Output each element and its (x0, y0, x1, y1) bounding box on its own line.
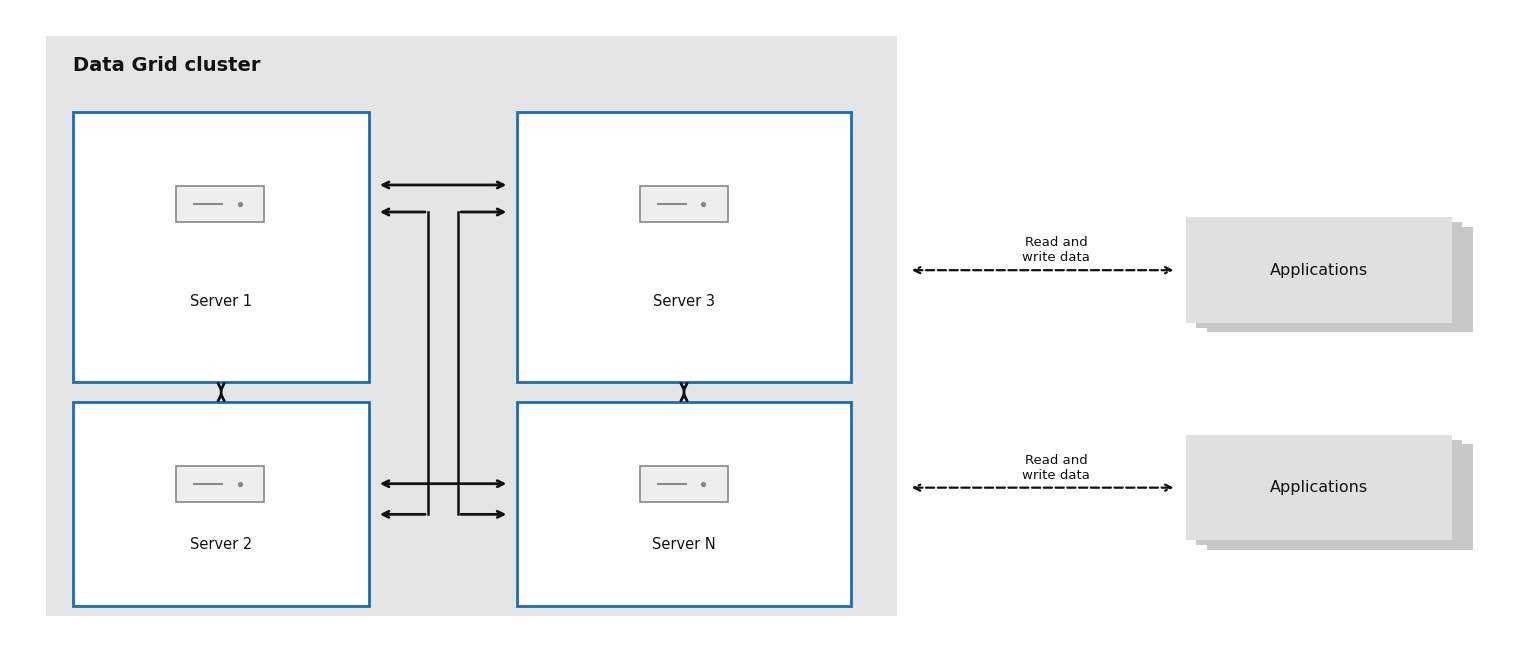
FancyBboxPatch shape (176, 467, 264, 502)
FancyBboxPatch shape (640, 186, 728, 223)
FancyBboxPatch shape (1186, 435, 1452, 540)
FancyBboxPatch shape (1196, 440, 1462, 545)
Text: Server 2: Server 2 (190, 538, 252, 552)
FancyBboxPatch shape (640, 467, 728, 502)
FancyBboxPatch shape (1207, 444, 1473, 550)
Text: Data Grid cluster: Data Grid cluster (73, 56, 260, 75)
FancyBboxPatch shape (1196, 222, 1462, 328)
FancyBboxPatch shape (1207, 227, 1473, 332)
FancyBboxPatch shape (176, 186, 264, 223)
FancyBboxPatch shape (1186, 217, 1452, 323)
FancyBboxPatch shape (517, 402, 851, 606)
Text: Applications: Applications (1269, 263, 1368, 277)
Text: Applications: Applications (1269, 480, 1368, 495)
Text: Server 3: Server 3 (654, 294, 714, 308)
FancyBboxPatch shape (517, 112, 851, 382)
FancyBboxPatch shape (73, 402, 369, 606)
Text: Read and
write data: Read and write data (1023, 237, 1090, 264)
Text: Read and
write data: Read and write data (1023, 454, 1090, 482)
FancyBboxPatch shape (46, 36, 897, 616)
Text: Server 1: Server 1 (190, 294, 252, 308)
FancyBboxPatch shape (73, 112, 369, 382)
Text: Server N: Server N (652, 538, 716, 552)
